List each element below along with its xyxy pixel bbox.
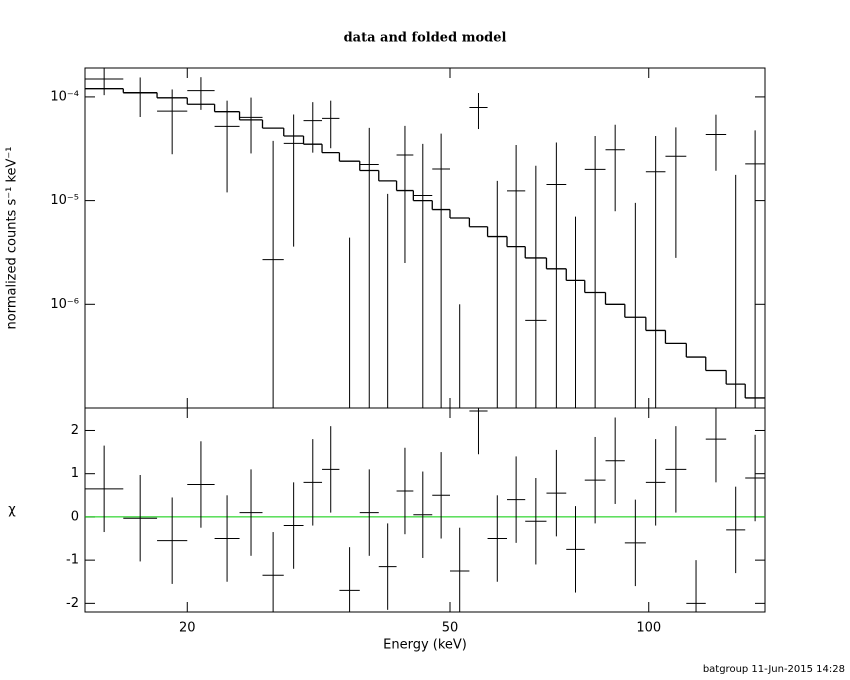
y-tick-label: 10⁻⁴ xyxy=(50,89,79,104)
panel-frame xyxy=(84,407,766,613)
x-tick-label: 20 xyxy=(179,621,196,636)
y-axis-label: χ xyxy=(8,503,16,518)
footer: batgroup 11-Jun-2015 14:28 xyxy=(703,664,845,675)
y-tick-label: -1 xyxy=(66,553,79,568)
plot-area xyxy=(85,408,765,612)
x-axis-label: Energy (keV) xyxy=(383,638,467,653)
y-axis-label: normalized counts s⁻¹ keV⁻¹ xyxy=(5,147,20,330)
y-tick-label: 0 xyxy=(71,509,79,524)
y-tick-label: 10⁻⁶ xyxy=(50,297,79,312)
x-tick-label: 50 xyxy=(442,621,459,636)
y-tick-label: 2 xyxy=(71,423,79,438)
chart-title: data and folded model xyxy=(344,31,507,46)
plot-area xyxy=(85,68,765,408)
y-tick-label: -2 xyxy=(66,596,79,611)
panel-frame xyxy=(84,67,766,409)
x-tick-label: 100 xyxy=(636,621,661,636)
y-tick-label: 1 xyxy=(71,466,79,481)
y-tick-label: 10⁻⁵ xyxy=(50,193,79,208)
